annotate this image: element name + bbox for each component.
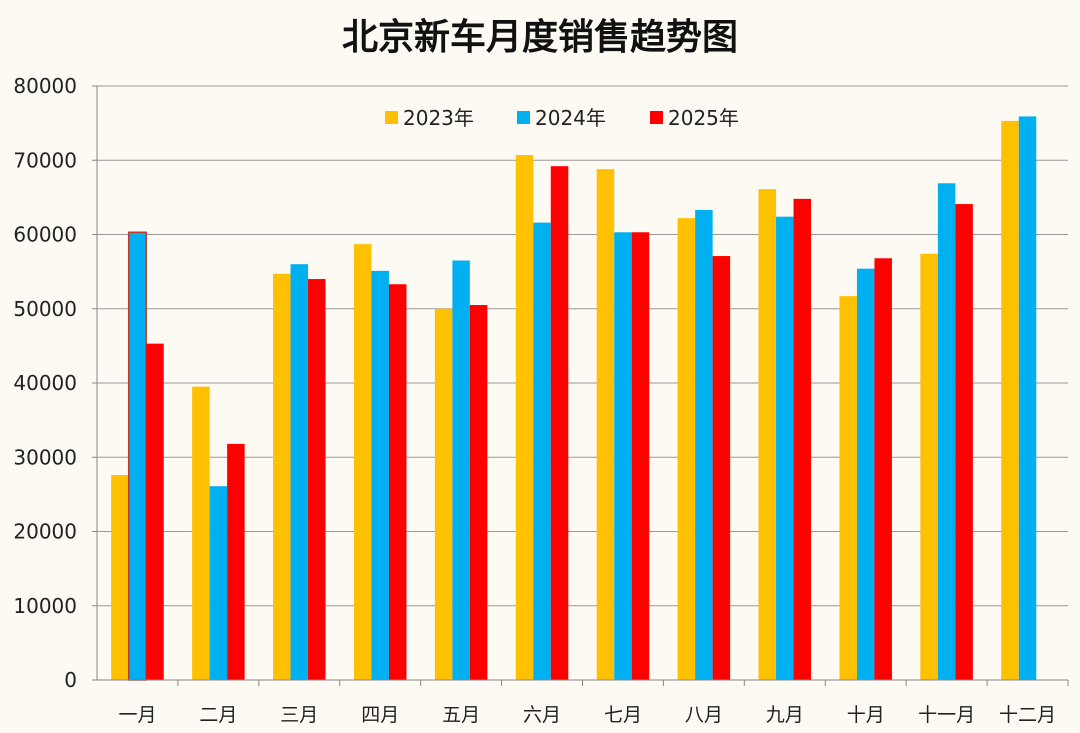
- y-tick-label: 0: [64, 668, 77, 692]
- x-tick-label: 八月: [685, 704, 723, 726]
- legend-label: 2023年: [403, 106, 474, 130]
- bar-2025年-三月: [308, 279, 326, 680]
- bar-2023年-五月: [434, 308, 453, 680]
- bar-2023年-四月: [353, 244, 372, 680]
- bar-2023年-八月: [677, 218, 696, 681]
- legend-swatch: [650, 111, 663, 124]
- bar-2024年-十一月: [937, 183, 956, 680]
- bar-2023年-三月: [273, 273, 291, 680]
- bar-2024年-十二月: [1018, 116, 1037, 680]
- y-tick-label: 30000: [13, 445, 77, 469]
- bar-2024年-五月: [452, 260, 470, 680]
- bar-2023年-十月: [839, 296, 857, 680]
- bar-2025年-十一月: [955, 204, 973, 680]
- x-tick-label: 六月: [523, 704, 561, 726]
- bar-2025年-十月: [874, 258, 892, 680]
- bar-2025年-四月: [388, 284, 407, 680]
- bar-2023年-十二月: [1001, 120, 1019, 680]
- y-tick-label: 50000: [13, 297, 77, 321]
- bar-2025年-五月: [469, 305, 488, 680]
- bar-2024年-九月: [776, 216, 794, 680]
- x-tick-label: 七月: [604, 704, 642, 726]
- bar-2023年-九月: [758, 189, 777, 680]
- legend-swatch: [385, 111, 398, 124]
- x-tick-label: 四月: [361, 704, 399, 726]
- x-tick-label: 五月: [442, 704, 480, 726]
- bar-2024年-一月: [127, 231, 147, 681]
- bar-2023年-二月: [192, 386, 210, 680]
- x-tick-label: 二月: [199, 704, 237, 726]
- bar-2024年-二月: [209, 486, 228, 680]
- y-tick-label: 70000: [13, 148, 77, 172]
- y-tick-label: 80000: [13, 74, 77, 98]
- y-tick-label: 20000: [13, 520, 77, 544]
- bar-2025年-六月: [550, 166, 569, 680]
- bar-2023年-七月: [596, 169, 615, 680]
- bar-2025年-七月: [631, 232, 650, 680]
- legend-swatch: [517, 111, 530, 124]
- legend-label: 2025年: [668, 106, 739, 130]
- bar-2024年-七月: [614, 232, 632, 680]
- bar-2023年-十一月: [920, 253, 938, 680]
- y-tick-label: 40000: [13, 371, 77, 395]
- bar-2024年-八月: [695, 209, 713, 680]
- x-tick-label: 十一月: [918, 704, 975, 726]
- y-tick-label: 60000: [13, 223, 77, 247]
- bar-2025年-二月: [227, 443, 245, 680]
- bar-2024年-六月: [533, 222, 551, 680]
- bar-2025年-一月: [146, 343, 164, 680]
- bar-2024年-十月: [856, 268, 875, 680]
- chart-title: 北京新车月度销售趋势图: [341, 17, 738, 58]
- x-tick-label: 十月: [847, 704, 885, 726]
- bar-2023年-一月: [111, 475, 129, 680]
- bar-2024年-四月: [371, 270, 389, 680]
- x-tick-label: 十二月: [999, 704, 1056, 726]
- x-tick-label: 一月: [118, 704, 156, 726]
- y-tick-label: 10000: [13, 594, 77, 618]
- legend-label: 2024年: [535, 106, 606, 130]
- bar-2025年-八月: [712, 256, 731, 680]
- bar-2023年-六月: [515, 155, 534, 681]
- bar-2024年-三月: [290, 264, 309, 680]
- x-tick-label: 三月: [280, 704, 318, 726]
- bar-2025年-九月: [793, 198, 812, 681]
- x-tick-label: 九月: [766, 704, 804, 726]
